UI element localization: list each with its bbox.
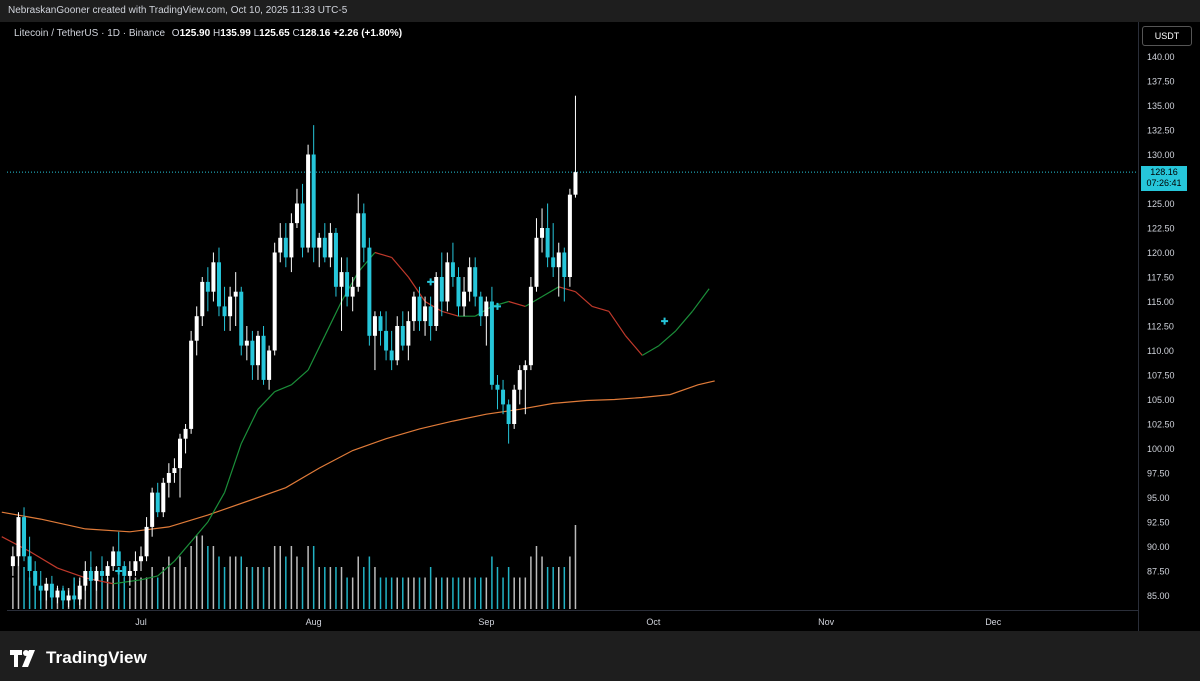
- high-label: H: [212, 28, 221, 39]
- low-label: L: [253, 28, 260, 39]
- low-value: 125.65: [259, 28, 290, 39]
- footer-bar: [0, 631, 1200, 681]
- currency-button[interactable]: USDT: [1142, 26, 1192, 46]
- symbol-legend: Litecoin / TetherUS · 1D · Binance O125.…: [14, 28, 402, 39]
- attribution-bar: NebraskanGooner created with TradingView…: [0, 0, 1200, 22]
- chart-pane[interactable]: [7, 22, 1138, 631]
- open-value: 125.90: [179, 28, 211, 39]
- bar-countdown: 07:26:41: [1146, 178, 1182, 188]
- last-price-tag: 128.16 07:26:41: [1141, 166, 1187, 191]
- tradingview-logo[interactable]: TradingView: [10, 648, 147, 668]
- price-axis[interactable]: [1138, 22, 1200, 631]
- high-value: 135.99: [220, 28, 251, 39]
- tradingview-brand: TradingView: [46, 648, 147, 667]
- time-axis[interactable]: [7, 610, 1138, 632]
- open-label: O: [171, 28, 180, 39]
- close-label: C: [292, 28, 300, 39]
- close-value: 128.16: [299, 28, 331, 39]
- attribution-text: NebraskanGooner created with TradingView…: [8, 5, 348, 16]
- tradingview-logo-icon: [10, 649, 35, 667]
- change-value: +2.26 (+1.80%): [333, 28, 403, 39]
- last-price-value: 128.16: [1150, 167, 1178, 177]
- symbol-name: Litecoin / TetherUS · 1D · Binance: [14, 28, 166, 39]
